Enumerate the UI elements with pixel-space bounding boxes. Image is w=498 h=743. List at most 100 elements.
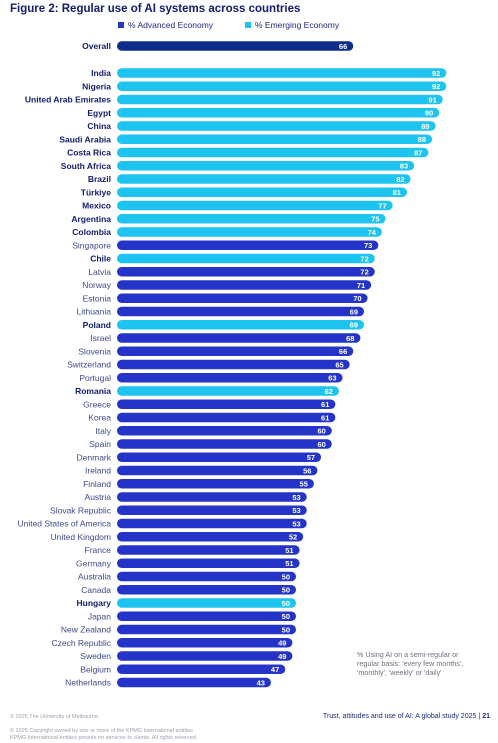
bar-netherlands [117,677,271,688]
category-label-ireland: Ireland [85,466,111,476]
category-label-belgium: Belgium [80,664,111,674]
value-label-greece: 61 [321,400,329,409]
value-label-belgium: 47 [271,665,279,674]
value-label-lithuania: 69 [350,307,358,316]
value-label-argentina: 75 [371,215,379,224]
page-number: 21 [482,713,490,720]
category-label-costa-rica: Costa Rica [67,148,111,158]
value-label-finland: 55 [300,480,308,489]
category-label-slovenia: Slovenia [78,346,111,356]
category-label-t-rkiye: Türkiye [81,187,112,197]
category-label-france: France [85,545,112,555]
value-label-brazil: 82 [396,175,404,184]
copyright-line-2: © 2025 Copyright owned by one or more of… [10,727,195,734]
value-label-spain: 60 [317,440,325,449]
category-label-denmark: Denmark [77,452,112,462]
value-label-india: 92 [432,69,440,78]
bar-colombia [117,227,382,237]
study-title: Trust, attitudes and use of AI: A global… [322,713,477,720]
value-label-germany: 51 [285,559,293,568]
category-label-latvia: Latvia [88,267,111,277]
value-label-china: 89 [421,122,429,131]
category-label-saudi-arabia: Saudi Arabia [59,134,111,144]
value-label-singapore: 73 [364,241,372,250]
category-label-overall: Overall [82,41,111,51]
bar-saudi-arabia [117,134,433,144]
footer-separator: | [478,713,481,720]
category-label-netherlands: Netherlands [65,678,111,688]
category-label-spain: Spain [89,439,111,449]
category-label-sweden: Sweden [80,651,111,661]
category-label-switzerland: Switzerland [67,360,111,370]
value-label-chile: 72 [360,254,368,263]
category-label-egypt: Egypt [87,108,111,118]
bar-new-zealand [117,624,296,635]
category-label-australia: Australia [78,572,111,582]
bar-italy [117,426,332,436]
value-label-portugal: 63 [328,374,336,383]
category-label-germany: Germany [76,558,112,568]
bar-korea [117,412,336,423]
value-label-switzerland: 65 [335,360,343,369]
category-label-japan: Japan [88,611,111,621]
bar-slovak-republic [117,505,307,515]
value-label-romania: 62 [325,387,333,396]
bar-egypt [117,108,440,118]
value-label-latvia: 72 [360,268,368,277]
bar-brazil [117,174,411,184]
legend-swatch-emerging [245,22,251,28]
category-label-lithuania: Lithuania [76,307,111,317]
value-label-korea: 61 [321,413,329,422]
value-label-poland: 69 [350,321,358,330]
category-label-nigeria: Nigeria [82,81,111,91]
category-label-canada: Canada [81,585,111,595]
value-label-colombia: 74 [368,228,377,237]
category-label-estonia: Estonia [83,293,112,303]
bar-switzerland [117,359,350,370]
value-label-costa-rica: 87 [414,148,422,157]
value-label-austria: 53 [292,493,300,502]
category-label-united-kingdom: United Kingdom [51,532,111,542]
category-label-colombia: Colombia [72,227,111,237]
bar-costa-rica [117,147,429,158]
bar-ireland [117,465,318,476]
bar-united-states-of-america [117,518,307,529]
bar-mexico [117,200,393,211]
chart-footnote: % Using AI on a semi-regular or regular … [357,650,464,677]
copyright-line-1: © 2025 The University of Melbourne. [10,714,100,720]
value-label-overall: 66 [339,42,347,51]
legend-swatch-advanced [118,22,124,28]
bar-greece [117,399,336,409]
category-label-china: China [87,121,111,131]
category-label-brazil: Brazil [88,174,111,184]
value-label-denmark: 57 [307,453,315,462]
bar-india [117,68,447,78]
value-label-united-arab-emirates: 91 [428,95,436,104]
legend-item-emerging: % Emerging Economy [245,20,339,30]
bar-singapore [117,240,379,250]
bar-estonia [117,293,368,303]
bar-israel [117,333,361,343]
bar-japan [117,611,296,621]
category-label-israel: Israel [90,333,111,343]
category-label-india: India [91,68,111,78]
value-label-netherlands: 43 [257,678,265,687]
category-label-norway: Norway [82,280,112,290]
bar-hungary [117,598,296,608]
value-label-estonia: 70 [353,294,361,303]
bar-south-africa [117,161,415,171]
bar-germany [117,558,300,568]
bar-latvia [117,267,375,277]
bar-spain [117,439,332,449]
value-label-south-africa: 83 [400,162,408,171]
category-label-united-arab-emirates: United Arab Emirates [25,95,111,105]
footer-copyright: © 2025 The University of Melbourne. © 20… [10,714,197,743]
bar-united-kingdom [117,532,304,542]
category-label-united-states-of-america: United States of America [17,519,111,529]
footer-study-title: Trust, attitudes and use of AI: A global… [323,713,490,720]
bar-belgium [117,664,286,674]
category-label-chile: Chile [90,254,111,264]
value-label-new-zealand: 50 [282,625,290,634]
bar-nigeria [117,81,447,91]
bar-portugal [117,373,343,383]
